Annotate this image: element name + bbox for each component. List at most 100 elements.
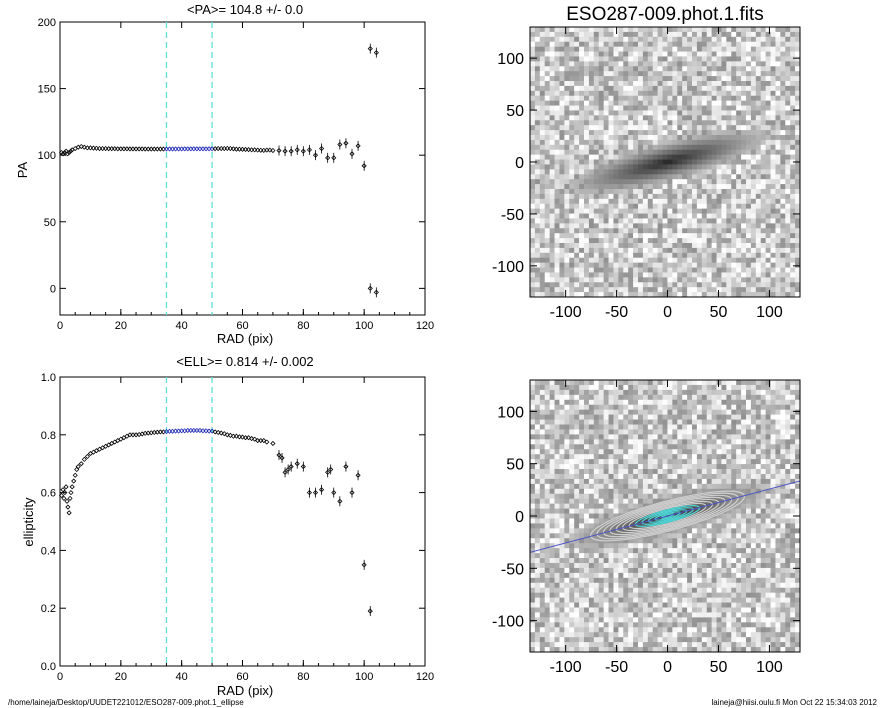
image-pixel	[750, 257, 757, 264]
image-pixel	[736, 31, 742, 38]
image-pixel	[593, 287, 600, 293]
image-pixel	[652, 587, 659, 594]
image-pixel	[608, 100, 614, 106]
image-pixel	[618, 478, 624, 485]
image-pixel	[569, 203, 575, 210]
image-pixel	[623, 572, 629, 579]
data-point	[255, 147, 261, 153]
image-pixel	[652, 292, 659, 298]
image-pixel	[706, 174, 713, 180]
image-pixel	[790, 228, 796, 234]
image-pixel	[539, 262, 546, 268]
image-pixel	[544, 46, 551, 52]
image-pixel	[652, 257, 659, 264]
image-pixel	[603, 483, 609, 490]
image-pixel	[549, 56, 555, 62]
image-pixel	[608, 169, 614, 175]
x-tick-label: 20	[115, 320, 127, 332]
image-pixel	[608, 46, 614, 52]
image-pixel	[775, 252, 781, 259]
image-pixel	[755, 95, 762, 102]
image-pixel	[579, 282, 585, 288]
image-pixel	[780, 139, 786, 146]
image-pixel	[652, 617, 659, 623]
image-pixel	[795, 272, 801, 278]
image-pixel	[603, 287, 609, 293]
image-pixel	[618, 252, 624, 259]
image-pixel	[588, 553, 595, 559]
image-pixel	[775, 243, 781, 249]
image-pixel	[530, 31, 536, 38]
image-pixel	[633, 198, 639, 205]
image-pixel	[696, 193, 703, 200]
image-pixel	[647, 31, 654, 38]
image-pixel	[638, 252, 644, 259]
image-pixel	[569, 444, 575, 450]
image-pixel	[647, 567, 654, 574]
image-pixel	[687, 238, 693, 244]
y-tick-label: 0	[50, 283, 56, 295]
image-pixel	[623, 105, 629, 111]
data-point	[71, 478, 77, 484]
image-pixel	[539, 184, 546, 190]
image-pixel	[657, 272, 663, 278]
image-pixel	[574, 208, 580, 214]
image-pixel	[696, 213, 703, 219]
image-pixel	[549, 31, 555, 38]
image-pixel	[628, 135, 634, 141]
image-pixel	[623, 567, 629, 574]
image-pixel	[662, 238, 668, 244]
image-pixel	[726, 213, 732, 219]
image-pixel	[642, 488, 649, 495]
image-pixel	[564, 208, 570, 214]
image-pixel	[711, 184, 717, 190]
image-pixel	[584, 228, 590, 234]
image-pixel	[647, 76, 654, 82]
image-pixel	[647, 498, 654, 505]
image-pixel	[628, 464, 634, 470]
image-pixel	[780, 282, 786, 288]
image-pixel	[539, 159, 546, 165]
image-pixel	[790, 282, 796, 288]
image-pixel	[618, 622, 624, 628]
image-pixel	[638, 179, 644, 185]
image-pixel	[584, 454, 590, 460]
image-pixel	[652, 115, 659, 121]
image-pixel	[598, 31, 605, 38]
image-pixel	[584, 267, 590, 273]
image-pixel	[726, 243, 732, 249]
image-pixel	[598, 257, 605, 264]
image-pixel	[657, 95, 663, 102]
image-pixel	[775, 174, 781, 180]
image-pixel	[613, 100, 619, 106]
image-pixel	[746, 277, 752, 283]
image-pixel	[593, 587, 600, 594]
image-pixel	[559, 115, 565, 121]
image-pixel	[554, 159, 560, 165]
image-pixel	[741, 36, 747, 43]
image-pixel	[534, 218, 541, 224]
image-pixel	[539, 642, 546, 648]
image-pixel	[559, 617, 565, 623]
image-pixel	[564, 213, 570, 219]
image-pixel	[564, 36, 570, 43]
image-pixel	[534, 149, 541, 156]
image-pixel	[770, 100, 776, 106]
image-pixel	[564, 597, 570, 603]
image-pixel	[618, 389, 624, 396]
image-pixel	[760, 272, 767, 278]
data-point	[319, 487, 325, 493]
image-pixel	[534, 243, 541, 249]
image-pixel	[642, 548, 649, 554]
image-pixel	[559, 174, 565, 180]
image-pixel	[692, 287, 698, 293]
image-pixel	[574, 483, 580, 490]
image-pixel	[750, 218, 757, 224]
image-pixel	[652, 41, 659, 48]
image-pixel	[539, 424, 546, 430]
image-pixel	[598, 607, 605, 613]
image-pixel	[633, 218, 639, 224]
image-pixel	[760, 189, 767, 195]
image-pixel	[530, 503, 536, 509]
